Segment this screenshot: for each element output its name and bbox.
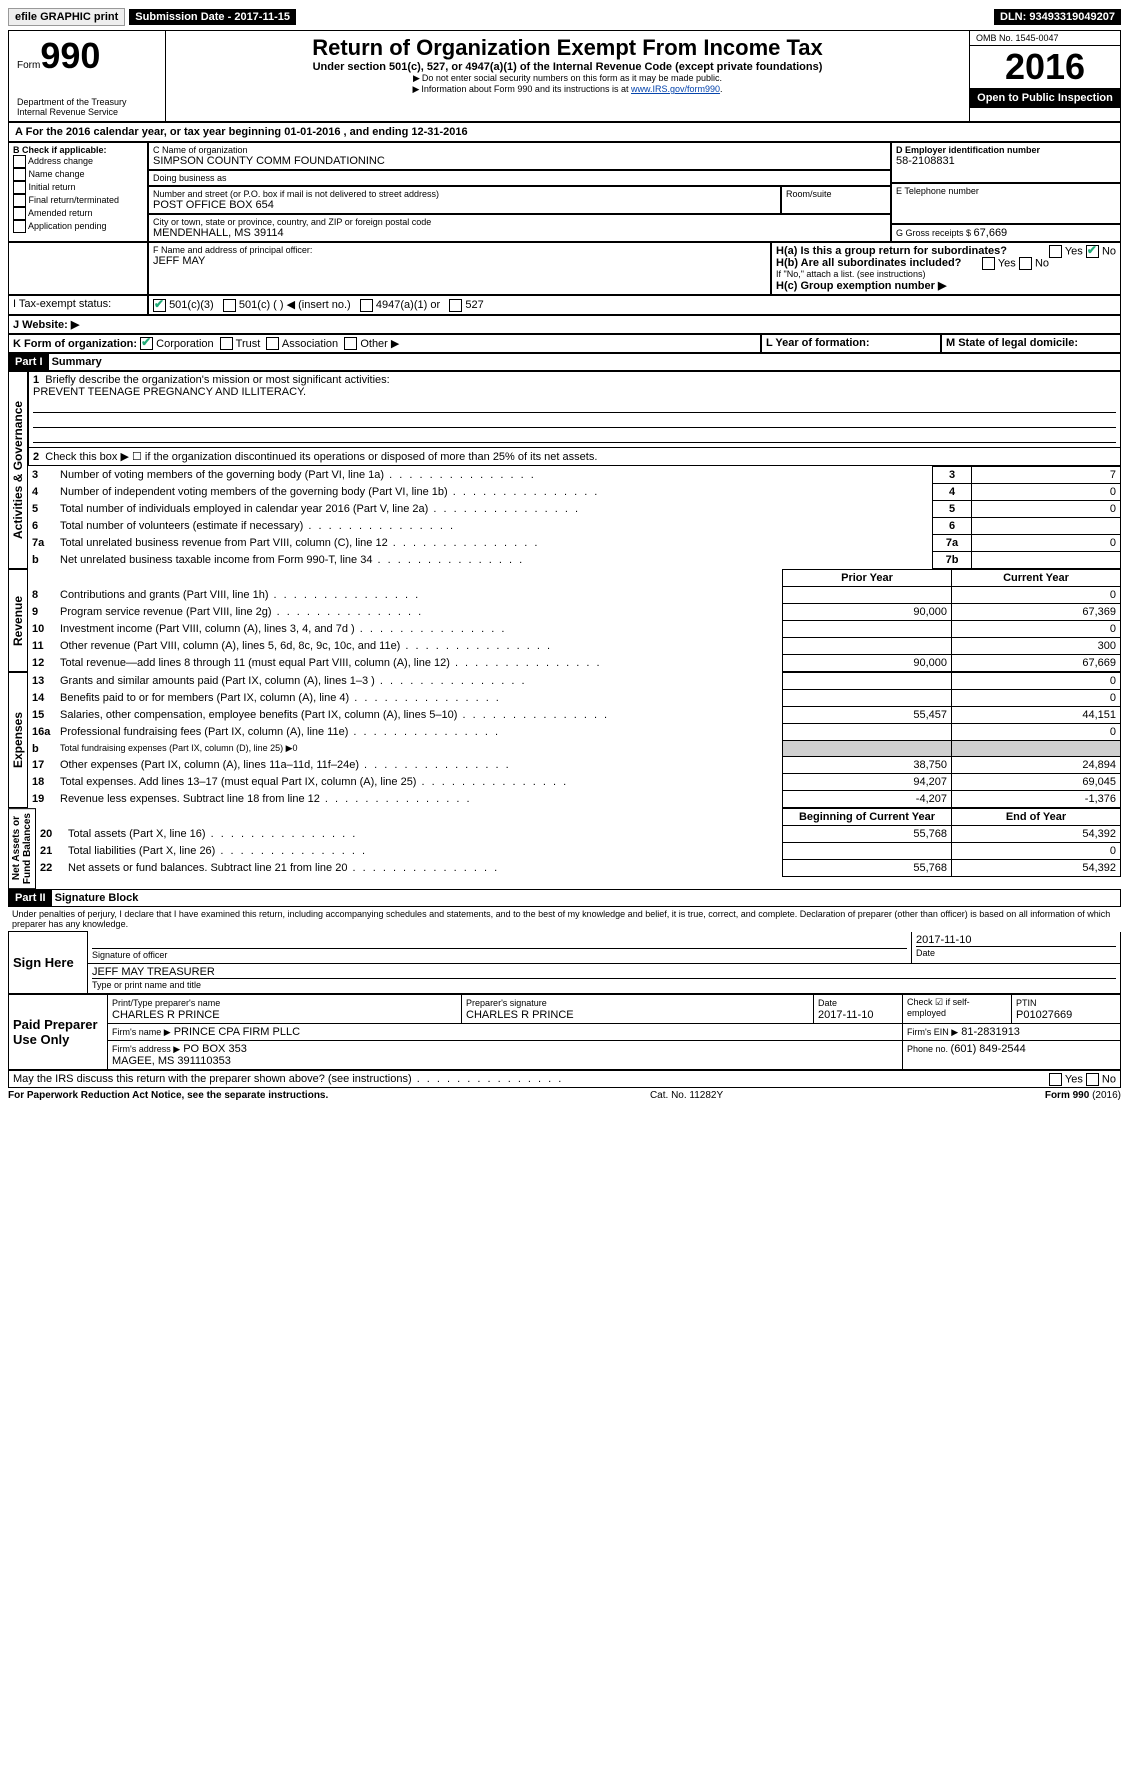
signer-name: JEFF MAY TREASURER — [92, 966, 1116, 979]
submission-date: Submission Date - 2017-11-15 — [129, 9, 296, 25]
box-j: J Website: ▶ — [8, 315, 1121, 334]
h-a: H(a) Is this a group return for subordin… — [776, 245, 1116, 257]
box-i-label: I Tax-exempt status: — [8, 295, 148, 315]
table-expenses: 13Grants and similar amounts paid (Part … — [28, 672, 1121, 808]
part2-title: Signature Block — [55, 892, 139, 904]
dln: DLN: 93493319049207 — [994, 9, 1121, 25]
tax-year: 2016 — [970, 46, 1120, 88]
box-l: L Year of formation: — [761, 334, 941, 354]
street-value: POST OFFICE BOX 654 — [153, 199, 776, 211]
table-net-assets: Beginning of Current YearEnd of Year20To… — [36, 808, 1121, 877]
line-a: A For the 2016 calendar year, or tax yea… — [8, 122, 1121, 142]
omb-label: OMB No. — [976, 33, 1016, 43]
section-activities-governance: Activities & Governance — [8, 371, 28, 569]
efile-button[interactable]: efile GRAPHIC print — [8, 8, 125, 26]
page-footer: For Paperwork Reduction Act Notice, see … — [8, 1090, 1121, 1101]
officer-label: F Name and address of principal officer: — [153, 245, 766, 255]
line2: 2 Check this box ▶ ☐ if the organization… — [28, 447, 1121, 466]
open-to-public: Open to Public Inspection — [970, 88, 1120, 108]
line1-value: PREVENT TEENAGE PREGNANCY AND ILLITERACY… — [33, 386, 306, 398]
form-header: Form990 Department of the Treasury Inter… — [8, 30, 1121, 122]
omb-number: 1545-0047 — [1016, 33, 1059, 43]
org-name: SIMPSON COUNTY COMM FOUNDATIONINC — [153, 155, 886, 167]
room-label: Room/suite — [786, 189, 886, 199]
header-boxes: B Check if applicable: Address change Na… — [8, 142, 1121, 242]
form-subtitle: Under section 501(c), 527, or 4947(a)(1)… — [174, 61, 961, 73]
box-m: M State of legal domicile: — [941, 334, 1121, 354]
section-expenses: Expenses — [8, 672, 28, 808]
part2-header: Part II — [9, 890, 52, 906]
org-name-label: C Name of organization — [153, 145, 886, 155]
paid-preparer-label: Paid Preparer Use Only — [9, 994, 108, 1069]
part1-header: Part I — [9, 354, 49, 370]
line1-text: Briefly describe the organization's miss… — [45, 374, 389, 386]
street-label: Number and street (or P.O. box if mail i… — [153, 189, 776, 199]
irs-discuss: May the IRS discuss this return with the… — [8, 1070, 1121, 1088]
note1: Do not enter social security numbers on … — [413, 73, 722, 83]
ein-label: D Employer identification number — [896, 145, 1116, 155]
h-b-note: If "No," attach a list. (see instruction… — [776, 269, 1116, 279]
gross-receipts-label: G Gross receipts $ — [896, 228, 974, 238]
paid-preparer-block: Paid Preparer Use Only Print/Type prepar… — [8, 994, 1121, 1070]
form-number: 990 — [40, 35, 100, 76]
gross-receipts-value: 67,669 — [974, 227, 1008, 239]
note2: Information about Form 990 and its instr… — [412, 84, 631, 94]
box-i-opts: 501(c)(3) 501(c) ( ) ◀ (insert no.) 4947… — [148, 295, 1121, 315]
sign-here-label: Sign Here — [9, 932, 88, 994]
section-revenue: Revenue — [8, 569, 28, 672]
irs-link[interactable]: www.IRS.gov/form990 — [631, 84, 720, 94]
h-b: H(b) Are all subordinates included? Yes … — [776, 257, 1116, 269]
part1-title: Summary — [52, 356, 102, 368]
dept-treasury: Department of the Treasury Internal Reve… — [17, 97, 157, 117]
box-k: K Form of organization: Corporation Trus… — [8, 334, 761, 354]
table-ag: 3Number of voting members of the governi… — [28, 466, 1121, 569]
box-b-header: B Check if applicable: — [13, 145, 143, 155]
topbar: efile GRAPHIC print Submission Date - 20… — [8, 8, 1121, 26]
ein-value: 58-2108831 — [896, 155, 1116, 167]
city-value: MENDENHALL, MS 39114 — [153, 227, 886, 239]
form-title: Return of Organization Exempt From Incom… — [174, 35, 961, 61]
table-revenue: Prior YearCurrent Year8Contributions and… — [28, 569, 1121, 672]
officer-name: JEFF MAY — [153, 255, 766, 267]
section-net-assets: Net Assets or Fund Balances — [8, 808, 36, 889]
dba-label: Doing business as — [153, 173, 886, 183]
h-c: H(c) Group exemption number ▶ — [776, 279, 1116, 292]
city-label: City or town, state or province, country… — [153, 217, 886, 227]
perjury-text: Under penalties of perjury, I declare th… — [8, 907, 1121, 931]
form-word: Form — [17, 60, 40, 71]
phone-label: E Telephone number — [896, 186, 1116, 196]
sign-here-block: Sign Here Signature of officer 2017-11-1… — [8, 931, 1121, 994]
